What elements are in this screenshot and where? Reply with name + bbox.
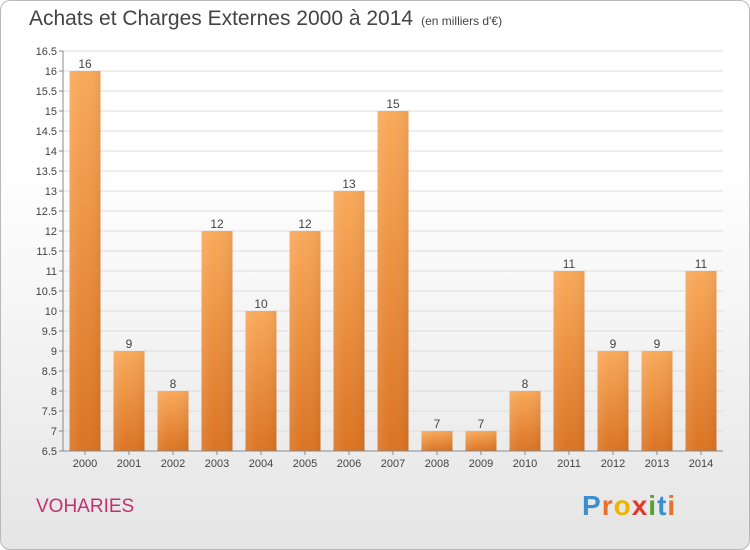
value-label-2010: 8	[522, 377, 529, 391]
bar-shine-2006	[333, 191, 365, 451]
value-label-2000: 16	[78, 57, 92, 71]
y-tick-label: 12	[45, 226, 57, 238]
value-label-2001: 9	[126, 337, 133, 351]
bars	[69, 71, 717, 451]
y-tick-label: 8.5	[42, 366, 57, 378]
y-tick-label: 7.5	[42, 406, 57, 418]
y-tick-label: 9	[51, 346, 57, 358]
y-tick-label: 13.5	[36, 166, 57, 178]
brand-logo: Proxiti	[582, 490, 676, 522]
bar-shine-2004	[245, 311, 277, 451]
y-tick-label: 13	[45, 186, 57, 198]
y-tick-label: 10.5	[36, 286, 57, 298]
y-tick-label: 8	[51, 386, 57, 398]
value-label-2009: 7	[478, 417, 485, 431]
y-tick-label: 10	[45, 306, 57, 318]
bar-shine-2013	[641, 351, 673, 451]
x-tick-label-2006: 2006	[337, 458, 361, 470]
value-label-2011: 11	[563, 257, 576, 271]
x-tick-label-2007: 2007	[381, 458, 405, 470]
x-tick-label-2004: 2004	[249, 458, 273, 470]
y-tick-label: 14.5	[36, 126, 57, 138]
bar-shine-2011	[553, 271, 585, 451]
bar-shine-2000	[69, 71, 101, 451]
value-label-2014: 11	[695, 257, 708, 271]
bar-shine-2012	[597, 351, 629, 451]
y-tick-label: 14	[45, 146, 57, 158]
bar-shine-2005	[289, 231, 321, 451]
value-label-2003: 12	[210, 217, 224, 231]
commune-name: VOHARIES	[36, 496, 135, 517]
y-tick-label: 16.5	[36, 46, 57, 58]
brand-letter: P	[582, 490, 602, 521]
y-tick-label: 7	[51, 426, 57, 438]
value-label-2012: 9	[610, 337, 617, 351]
brand-letter: r	[601, 490, 614, 521]
value-label-2013: 9	[654, 337, 661, 351]
chart-title: Achats et Charges Externes 2000 à 2014	[29, 7, 414, 30]
x-tick-label-2002: 2002	[161, 458, 185, 470]
bar-shine-2003	[201, 231, 233, 451]
bar-shine-2014	[685, 271, 717, 451]
value-label-2008: 7	[434, 417, 441, 431]
brand-letter: i	[648, 490, 658, 521]
x-tick-label-2000: 2000	[73, 458, 97, 470]
x-tick-label-2008: 2008	[425, 458, 449, 470]
bar-shine-2007	[377, 111, 409, 451]
x-tick-label-2001: 2001	[117, 458, 141, 470]
y-tick-label: 11.5	[36, 246, 57, 258]
chart-subtitle: (en milliers d'€)	[421, 14, 503, 28]
value-label-2007: 15	[386, 97, 400, 111]
x-tick-label-2003: 2003	[205, 458, 229, 470]
chart-title-block: Achats et Charges Externes 2000 à 2014 (e…	[29, 7, 502, 31]
brand-letter: o	[613, 490, 632, 521]
y-tick-label: 15.5	[36, 86, 57, 98]
brand-letter: x	[631, 490, 649, 521]
bar-shine-2009	[465, 431, 497, 451]
y-tick-label: 15	[45, 106, 57, 118]
axes	[59, 50, 723, 455]
y-tick-label: 9.5	[42, 326, 57, 338]
x-tick-label-2009: 2009	[469, 458, 493, 470]
brand-letter: t	[657, 490, 668, 521]
bar-shine-2002	[157, 391, 189, 451]
y-tick-label: 12.5	[36, 206, 57, 218]
value-label-2004: 10	[254, 297, 268, 311]
x-tick-label-2012: 2012	[601, 458, 625, 470]
y-tick-label: 6.5	[42, 446, 57, 458]
value-label-2002: 8	[170, 377, 177, 391]
x-tick-label-2005: 2005	[293, 458, 317, 470]
value-label-2006: 13	[342, 177, 356, 191]
y-tick-label: 11	[46, 266, 57, 278]
bar-shine-2010	[509, 391, 541, 451]
y-tick-label: 16	[45, 66, 57, 78]
x-tick-label-2013: 2013	[645, 458, 669, 470]
x-tick-label-2014: 2014	[689, 458, 713, 470]
x-tick-label-2011: 2011	[557, 458, 581, 470]
bar-shine-2001	[113, 351, 145, 451]
x-tick-label-2010: 2010	[513, 458, 537, 470]
brand-letter: i	[667, 490, 677, 521]
value-label-2005: 12	[298, 217, 312, 231]
labels: 6.5 7 7.5 8 8.5 9 9.5 10 10.5 11 11.5 12 12.5 13 13.5 1…	[36, 46, 714, 470]
bar-shine-2008	[421, 431, 453, 451]
